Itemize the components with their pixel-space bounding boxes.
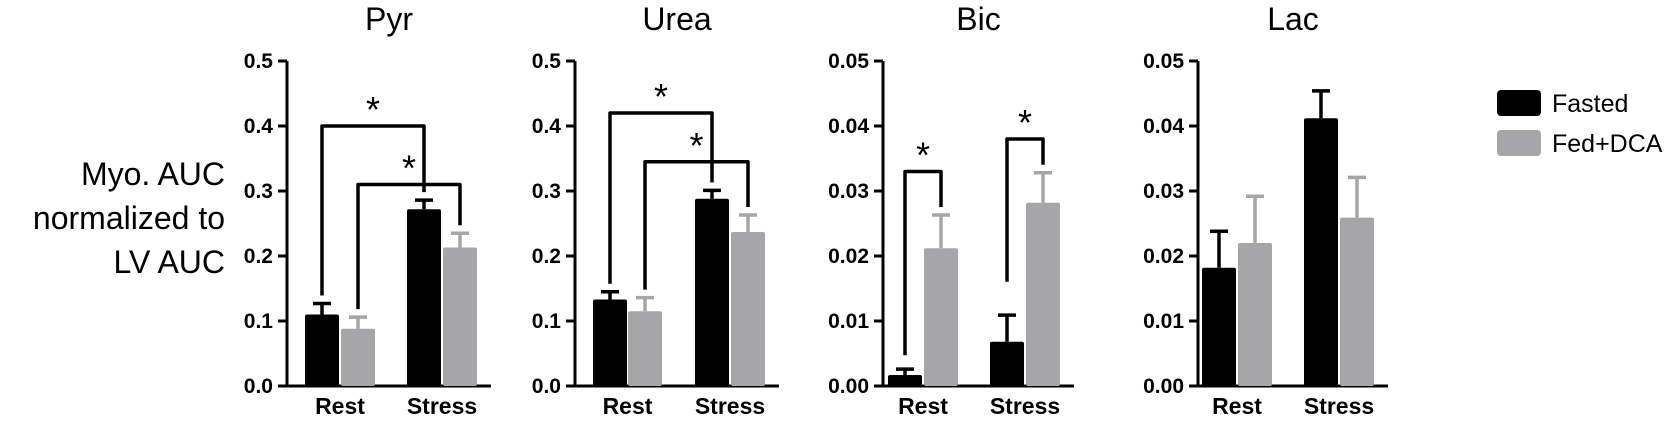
y-tick-label: 0.04 [1143, 115, 1184, 138]
significance-star: * [654, 76, 668, 117]
x-category-label: Rest [315, 393, 365, 419]
y-tick-label: 0.02 [828, 245, 869, 268]
y-tick-label: 0.03 [1143, 180, 1184, 203]
bar-fasted-rest [1202, 267, 1236, 386]
significance-bracket [608, 111, 714, 284]
y-axis-label-line-2: normalized to [33, 200, 225, 236]
legend-label-fasted: Fasted [1552, 90, 1628, 118]
bar-fasted-stress [1304, 118, 1338, 386]
y-tick-label: 0.05 [828, 50, 869, 73]
y-axis-label: Myo. AUC normalized to LV AUC [33, 156, 225, 280]
bar-fed-dca-rest [1238, 243, 1272, 386]
significance-star: * [916, 135, 930, 176]
y-tick-label: 0.2 [244, 245, 273, 268]
y-axis-label-line-1: Myo. AUC [81, 156, 225, 192]
panel-title: Bic [956, 1, 1000, 37]
y-tick-label: 0.00 [1143, 375, 1184, 398]
panel-title: Urea [642, 1, 712, 37]
x-category-label: Stress [695, 393, 765, 419]
x-category-label: Stress [407, 393, 477, 419]
y-tick-label: 0.02 [1143, 245, 1184, 268]
y-axis-label-line-3: LV AUC [114, 244, 225, 280]
y-tick-label: 0.1 [532, 310, 562, 333]
x-category-label: Stress [990, 393, 1060, 419]
chart-panels: Pyr 0.0 0.1 0.2 0.3 0.4 0.5 Rest Stress * * Urea 0.0… [244, 1, 1388, 419]
y-tick-label: 0.04 [828, 115, 869, 138]
panel-lac: Lac 0.00 0.01 0.02 0.03 0.04 0.05 Rest Stress [1143, 1, 1388, 419]
panel-title: Pyr [365, 1, 413, 37]
x-category-label: Rest [898, 393, 948, 419]
significance-bracket [356, 182, 462, 310]
significance-bracket [320, 124, 426, 296]
y-tick-label: 0.4 [244, 115, 274, 138]
y-tick-label: 0.0 [532, 375, 561, 398]
y-tick-label: 0.0 [244, 375, 273, 398]
bar-fasted-rest [888, 374, 922, 386]
bar-fasted-rest [593, 299, 627, 386]
bar-fed-dca-stress [443, 247, 477, 386]
x-category-label: Rest [1212, 393, 1262, 419]
y-tick-label: 0.00 [828, 375, 869, 398]
significance-bracket [643, 160, 750, 290]
bar-fed-dca-rest [341, 328, 375, 386]
legend-label-fed-dca: Fed+DCA [1552, 130, 1663, 158]
significance-star: * [1018, 102, 1032, 143]
y-tick-label: 0.03 [828, 180, 869, 203]
bar-fasted-rest [305, 314, 339, 386]
significance-bracket [903, 169, 943, 356]
y-tick-label: 0.1 [244, 310, 274, 333]
y-tick-label: 0.4 [532, 115, 562, 138]
panel-title: Lac [1267, 1, 1319, 37]
significance-bracket [1005, 137, 1045, 282]
bar-fed-dca-rest [628, 311, 662, 386]
bar-fasted-stress [695, 198, 729, 386]
panel-urea: Urea 0.0 0.1 0.2 0.3 0.4 0.5 Rest Stress * * [532, 1, 779, 419]
y-tick-label: 0.5 [244, 50, 274, 73]
y-tick-label: 0.2 [532, 245, 561, 268]
significance-star: * [366, 89, 380, 130]
legend: Fasted Fed+DCA [1497, 90, 1663, 158]
legend-swatch-fasted [1497, 90, 1541, 116]
bar-fed-dca-stress [731, 231, 765, 386]
y-tick-label: 0.5 [532, 50, 562, 73]
panel-pyr: Pyr 0.0 0.1 0.2 0.3 0.4 0.5 Rest Stress * * [244, 1, 491, 419]
bar-fed-dca-rest [924, 248, 958, 386]
bar-fed-dca-stress [1340, 217, 1374, 386]
y-tick-label: 0.01 [1143, 310, 1184, 333]
significance-star: * [689, 125, 703, 166]
legend-swatch-fed-dca [1497, 130, 1541, 156]
x-category-label: Rest [603, 393, 653, 419]
x-category-label: Stress [1304, 393, 1374, 419]
significance-star: * [402, 148, 416, 189]
y-tick-label: 0.3 [244, 180, 273, 203]
y-tick-label: 0.3 [532, 180, 561, 203]
panel-bic: Bic 0.00 0.01 0.02 0.03 0.04 0.05 Rest Stress * * [828, 1, 1074, 419]
y-tick-label: 0.05 [1143, 50, 1184, 73]
bar-fed-dca-stress [1026, 202, 1060, 386]
bar-fasted-stress [990, 341, 1024, 386]
y-tick-label: 0.01 [828, 310, 869, 333]
bar-fasted-stress [407, 209, 441, 386]
